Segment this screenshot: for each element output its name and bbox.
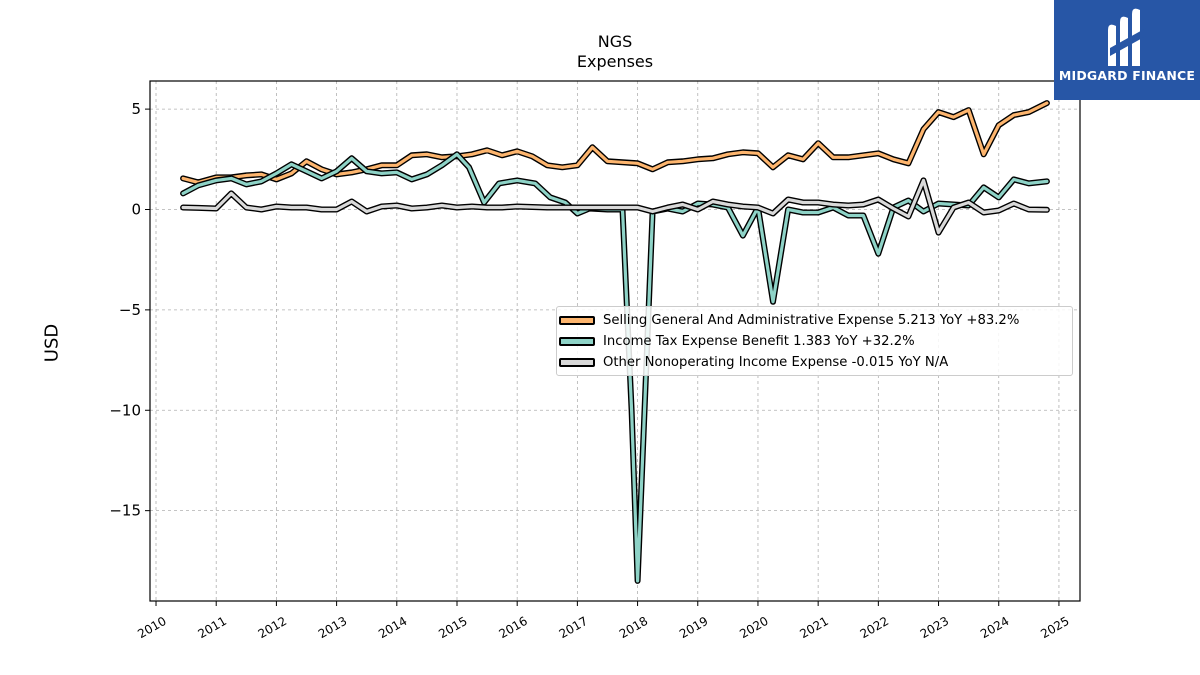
legend-swatch-sga	[559, 315, 595, 325]
x-tick-label: 2017	[557, 614, 590, 641]
plot-frame	[149, 80, 1081, 602]
y-tick-label: −10	[109, 401, 141, 419]
chart-subtitle: Expenses	[576, 52, 654, 71]
x-tick-label: 2020	[737, 614, 770, 641]
legend-item-sga: Selling General And Administrative Expen…	[557, 310, 1019, 330]
x-tick-label: 2021	[797, 614, 830, 641]
y-tick-label: −5	[119, 301, 141, 319]
legend-item-other-nonoperating: Other Nonoperating Income Expense -0.015…	[557, 352, 948, 372]
chart-legend: Selling General And Administrative Expen…	[556, 306, 1073, 376]
x-tick-label: 2016	[496, 614, 529, 641]
series-lines	[180, 100, 1050, 584]
y-axis: 5 0 −5 −10 −15	[109, 100, 150, 520]
x-tick-label: 2019	[677, 614, 710, 641]
x-tick-label: 2024	[978, 614, 1011, 641]
x-tick-label: 2015	[436, 614, 469, 641]
y-tick-label: 5	[131, 100, 141, 118]
brand-logo: MIDGARD FINANCE	[1054, 0, 1200, 100]
chart-title-ticker: NGS	[597, 32, 633, 51]
x-tick-label: 2010	[135, 614, 168, 641]
brand-logo-icon	[1108, 8, 1146, 67]
legend-label-income-tax: Income Tax Expense Benefit 1.383 YoY +32…	[603, 333, 915, 349]
series-line-0	[181, 101, 1049, 184]
y-axis-label: USD	[41, 323, 63, 363]
legend-label-other-nonoperating: Other Nonoperating Income Expense -0.015…	[603, 354, 949, 370]
y-tick-label: 0	[131, 200, 141, 218]
legend-item-income-tax: Income Tax Expense Benefit 1.383 YoY +32…	[557, 331, 915, 351]
x-tick-label: 2013	[316, 614, 349, 641]
x-tick-label: 2022	[858, 614, 891, 641]
x-tick-label: 2018	[617, 614, 650, 641]
x-tick-label: 2023	[918, 614, 951, 641]
x-tick-label: 2012	[256, 614, 289, 641]
x-tick-label: 2014	[376, 614, 409, 641]
legend-swatch-other-nonoperating	[559, 357, 595, 367]
brand-name: MIDGARD FINANCE	[1058, 68, 1196, 83]
x-tick-label: 2025	[1038, 614, 1071, 641]
y-tick-label: −15	[109, 502, 141, 520]
x-tick-label: 2011	[195, 614, 228, 641]
x-axis: 2010 2011 2012 2013 2014 2015 2016 2017 2018 2019…	[135, 601, 1072, 641]
legend-label-sga: Selling General And Administrative Expen…	[603, 312, 1020, 328]
series-line-2	[181, 178, 1049, 235]
legend-swatch-income-tax	[559, 336, 595, 346]
